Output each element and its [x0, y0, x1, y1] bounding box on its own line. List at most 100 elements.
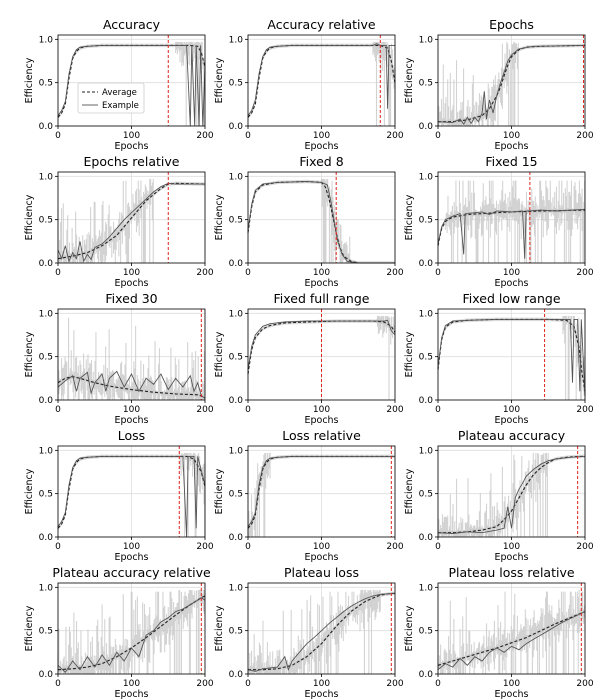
x-tick-label: 0 [435, 131, 441, 141]
x-tick-label: 100 [123, 131, 140, 141]
y-axis-label: Efficiency [404, 605, 415, 651]
example-line [57, 370, 206, 399]
average-band [58, 374, 205, 400]
x-tick-label: 100 [313, 679, 330, 689]
x-tick-label: 0 [245, 405, 251, 415]
subplot-title: Epochs [489, 17, 534, 32]
y-tick-label: 0.0 [39, 670, 54, 680]
subplot-title: Fixed full range [274, 291, 370, 306]
x-axis-label: Epochs [494, 415, 528, 426]
x-axis-label: Epochs [494, 689, 528, 699]
x-tick-label: 0 [435, 679, 441, 689]
y-tick-label: 1.0 [419, 309, 434, 319]
example-line [437, 44, 586, 126]
subplot-12: Plateau accuracy 0.0 0.5 1.0 0 100 200 Epochs Ef… [404, 428, 594, 563]
x-tick-label: 200 [196, 131, 213, 141]
x-axis-label: Epochs [114, 689, 148, 699]
y-tick-label: 1.0 [229, 446, 244, 456]
y-tick-label: 0.5 [229, 353, 243, 363]
y-axis-label: Efficiency [24, 605, 35, 651]
example-line [57, 597, 206, 673]
y-axis-label: Efficiency [214, 468, 225, 514]
y-tick-label: 0.0 [419, 670, 434, 680]
x-tick-label: 0 [55, 679, 61, 689]
y-axis-label: Efficiency [404, 331, 415, 377]
subplot-6: Fixed 15 0.0 0.5 1.0 0 100 200 Epochs Efficiency [404, 154, 594, 289]
y-axis-label: Efficiency [404, 194, 415, 240]
y-tick-label: 0.0 [419, 533, 434, 543]
y-tick-label: 0.5 [39, 353, 53, 363]
y-tick-label: 0.0 [419, 122, 434, 132]
y-tick-label: 1.0 [419, 35, 434, 45]
y-tick-label: 0.0 [419, 396, 434, 406]
subplot-title: Epochs relative [84, 154, 180, 169]
subplot-title: Loss relative [282, 428, 361, 443]
x-tick-label: 200 [576, 542, 593, 552]
x-tick-label: 0 [435, 268, 441, 278]
subplot-title: Plateau accuracy [458, 428, 566, 443]
example-line [437, 208, 586, 259]
subplot-title: Fixed 15 [485, 154, 537, 169]
subplot-8: Fixed full range 0.0 0.5 1.0 0 100 200 Epochs Ef… [214, 291, 404, 426]
average-line [247, 180, 395, 264]
x-tick-label: 0 [245, 542, 251, 552]
x-tick-label: 0 [245, 679, 251, 689]
example-line [57, 182, 205, 263]
y-tick-label: 0.0 [229, 122, 244, 132]
y-tick-label: 0.0 [39, 396, 54, 406]
x-tick-label: 100 [313, 542, 330, 552]
y-tick-label: 0.5 [39, 627, 53, 637]
y-tick-label: 0.0 [39, 259, 54, 269]
x-axis-label: Epochs [304, 552, 338, 563]
x-tick-label: 0 [245, 268, 251, 278]
average-band [438, 609, 585, 668]
subplot-4: Epochs relative 0.0 0.5 1.0 0 100 200 Epochs Eff… [24, 154, 214, 289]
legend-label-example: Example [102, 101, 139, 111]
subplot-7: Fixed 30 0.0 0.5 1.0 0 100 200 Epochs Efficiency [24, 291, 214, 426]
x-axis-label: Epochs [304, 415, 338, 426]
subplot-13: Plateau accuracy relative 0.0 0.5 1.0 0 100 20… [24, 565, 214, 699]
y-axis-label: Efficiency [404, 468, 415, 514]
example-line [247, 43, 395, 116]
subplot-3: Epochs 0.0 0.5 1.0 0 100 200 Epochs Efficiency [404, 17, 594, 152]
x-tick-label: 200 [386, 542, 403, 552]
subplot-9: Fixed low range 0.0 0.5 1.0 0 100 200 Epochs Eff… [404, 291, 594, 426]
x-tick-label: 200 [386, 131, 403, 141]
x-tick-label: 100 [123, 542, 140, 552]
x-tick-label: 100 [123, 268, 140, 278]
x-tick-label: 200 [196, 679, 213, 689]
x-tick-label: 0 [55, 542, 61, 552]
example-line [247, 455, 395, 527]
y-tick-label: 1.0 [39, 309, 54, 319]
y-tick-label: 0.0 [229, 396, 244, 406]
y-tick-label: 1.0 [229, 583, 244, 593]
subplot-15: Plateau loss relative 0.0 0.5 1.0 0 100 200 Epo… [404, 565, 594, 699]
y-tick-label: 0.5 [229, 216, 243, 226]
y-tick-label: 1.0 [39, 172, 54, 182]
example-line [247, 592, 396, 672]
subplot-title: Plateau accuracy relative [52, 565, 211, 580]
example-line [247, 181, 395, 264]
y-axis-label: Efficiency [214, 605, 225, 651]
y-tick-label: 0.5 [419, 216, 433, 226]
y-tick-label: 1.0 [229, 35, 244, 45]
x-tick-label: 200 [196, 405, 213, 415]
x-tick-label: 200 [576, 131, 593, 141]
subplot-11: Loss relative 0.0 0.5 1.0 0 100 200 Epochs Effic… [214, 428, 404, 563]
average-line [248, 592, 395, 671]
average-line [247, 320, 396, 375]
y-tick-label: 0.5 [229, 490, 243, 500]
y-tick-label: 0.0 [419, 259, 434, 269]
x-tick-label: 0 [245, 131, 251, 141]
x-tick-label: 200 [196, 268, 213, 278]
x-axis-label: Epochs [304, 278, 338, 289]
x-tick-label: 100 [123, 405, 140, 415]
y-tick-label: 0.5 [419, 79, 433, 89]
subplot-14: Plateau loss 0.0 0.5 1.0 0 100 200 Epochs Effici… [214, 565, 404, 699]
x-tick-label: 100 [313, 405, 330, 415]
x-tick-label: 200 [386, 268, 403, 278]
y-axis-label: Efficiency [214, 194, 225, 240]
x-tick-label: 100 [503, 131, 520, 141]
subplot-5: Fixed 8 0.0 0.5 1.0 0 100 200 Epochs Efficiency [214, 154, 404, 289]
x-tick-label: 100 [123, 679, 140, 689]
